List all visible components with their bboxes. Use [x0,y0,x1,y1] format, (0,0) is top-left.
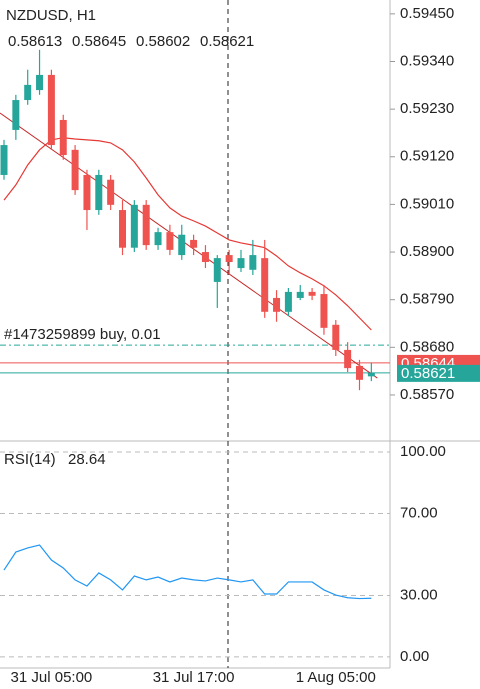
candle-body [237,258,245,269]
y-tick-label: 0.58790 [400,291,454,308]
candle-body [201,252,209,263]
x-tick-label: 1 Aug 05:00 [296,669,376,686]
candle-body [71,149,79,191]
candle-body [142,204,150,246]
candle-body [95,174,103,211]
x-tick-label: 31 Jul 05:00 [11,669,93,686]
chart-title: NZDUSD, H1 [6,7,96,24]
candle-body [249,255,257,270]
candle-body [119,210,126,248]
candle-body [308,291,316,296]
readout-value: 0.58602 [136,33,190,50]
y-tick-label: 0.59230 [400,100,454,117]
candle-body [213,258,221,282]
candle-body [12,100,20,130]
candle-body [332,324,340,350]
candle-body [225,255,233,263]
indicator-tick-label: 30.00 [400,586,438,603]
y-tick-label: 0.59010 [400,195,454,212]
ohlc-readout: 0.58613 0.58645 0.58602 0.58621 [8,33,254,50]
y-tick-label: 0.59450 [400,5,454,22]
indicator-title: RSI(14) [4,451,56,468]
candle-body [190,239,198,248]
candle-body [166,232,174,250]
price-tag [397,364,480,382]
indicator-tick-label: 0.00 [400,648,429,665]
readout-value: 0.58645 [72,33,126,50]
candle-body [261,258,269,312]
candle-body [320,294,328,328]
indicator-value: 28.64 [68,451,106,468]
candle-body [36,74,44,91]
y-tick-label: 0.59120 [400,148,454,165]
candle-body [59,119,67,156]
candle-body [284,291,292,312]
candle-body [273,297,281,312]
moving-average [3,137,372,331]
candle-body [296,291,304,298]
indicator-line [3,544,372,600]
candle-body [24,84,32,101]
y-tick-label: 0.59340 [400,52,454,69]
candle-body [367,372,375,377]
candle-body [154,232,162,246]
candle-body [356,365,363,380]
x-tick-label: 31 Jul 17:00 [153,669,235,686]
readout-value: 0.58613 [8,33,62,50]
position-label: #1473259899 buy, 0.01 [4,326,161,343]
indicator-tick-label: 70.00 [400,504,438,521]
y-tick-label: 0.58900 [400,243,454,260]
price-tag-label: 0.58621 [401,365,455,382]
candle-body [130,204,138,248]
candle-body [0,145,8,175]
candle-body [83,174,91,211]
indicator-tick-label: 100.00 [400,443,446,460]
readout-value: 0.58621 [200,33,254,50]
candle-body [107,179,115,205]
y-tick-label: 0.58680 [400,338,454,355]
candle-body [47,74,55,146]
candle-body [344,349,352,369]
y-tick-label: 0.58570 [400,386,454,403]
candle-body [178,234,186,256]
